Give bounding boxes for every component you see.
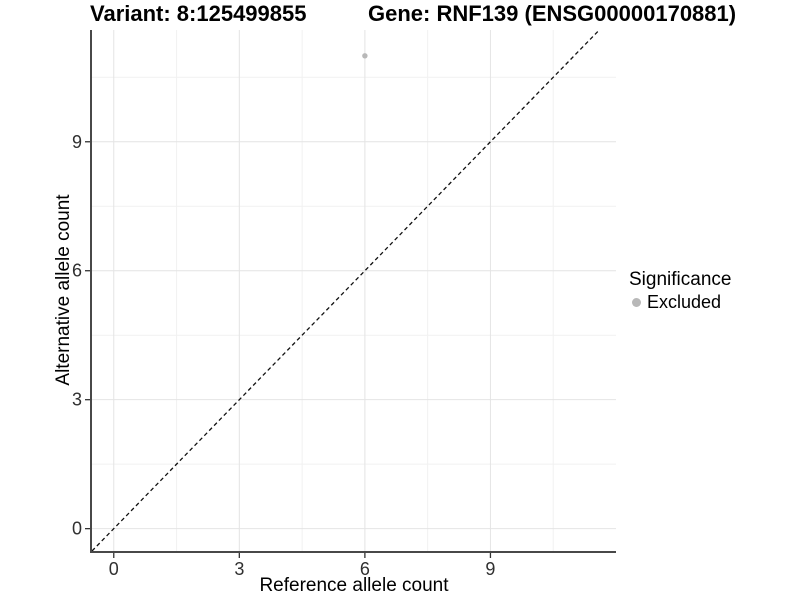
y-tick-label: 6 xyxy=(72,261,82,281)
y-tick-label: 9 xyxy=(72,132,82,152)
legend: Significance Excluded xyxy=(629,268,731,313)
legend-item-label: Excluded xyxy=(647,292,722,312)
legend-point-icon xyxy=(632,298,641,307)
x-tick-label: 9 xyxy=(485,559,495,579)
y-axis-title: Alternative allele count xyxy=(53,194,74,386)
x-axis-title: Reference allele count xyxy=(259,575,449,596)
legend-item-excluded: Excluded xyxy=(629,292,731,313)
x-tick-label: 0 xyxy=(109,559,119,579)
x-tick-label: 3 xyxy=(234,559,244,579)
x-tick-label: 6 xyxy=(360,559,370,579)
plot-title-variant: Variant: 8:125499855 xyxy=(90,1,307,26)
data-point xyxy=(362,53,368,59)
y-tick-label: 3 xyxy=(72,390,82,410)
plot-title-gene: Gene: RNF139 (ENSG00000170881) xyxy=(368,1,737,26)
y-tick-label: 0 xyxy=(72,519,82,539)
legend-title: Significance xyxy=(629,269,732,290)
identity-dashed-line xyxy=(91,29,600,552)
